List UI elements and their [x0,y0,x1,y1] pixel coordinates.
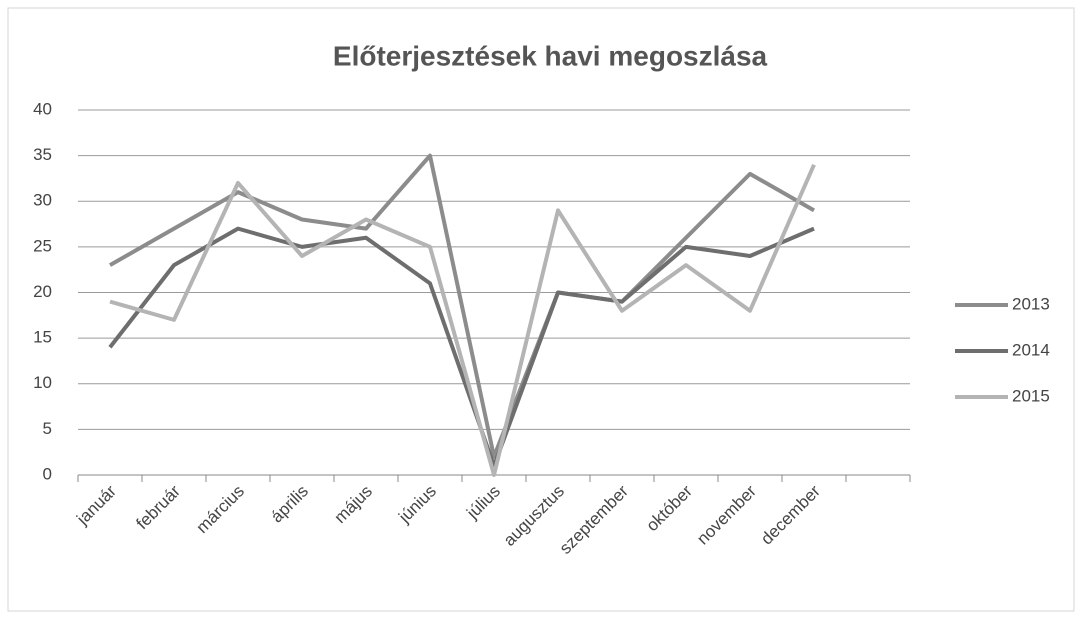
y-tick-label: 25 [33,236,52,255]
legend-label: 2014 [1012,340,1050,359]
y-tick-label: 5 [43,419,52,438]
y-tick-label: 35 [33,145,52,164]
y-tick-label: 30 [33,191,52,210]
y-tick-label: 40 [33,99,52,118]
series-line [108,226,815,468]
chart-title: Előterjesztések havi megoszlása [333,40,768,71]
legend-label: 2015 [1012,386,1050,405]
y-tick-label: 20 [33,282,52,301]
legend-label: 2013 [1012,294,1050,313]
series-line [109,163,816,477]
y-tick-label: 0 [43,464,52,483]
y-tick-label: 15 [33,328,52,347]
series-line [109,153,815,459]
chart-frame [7,7,1075,612]
y-tick-label: 10 [33,373,52,392]
